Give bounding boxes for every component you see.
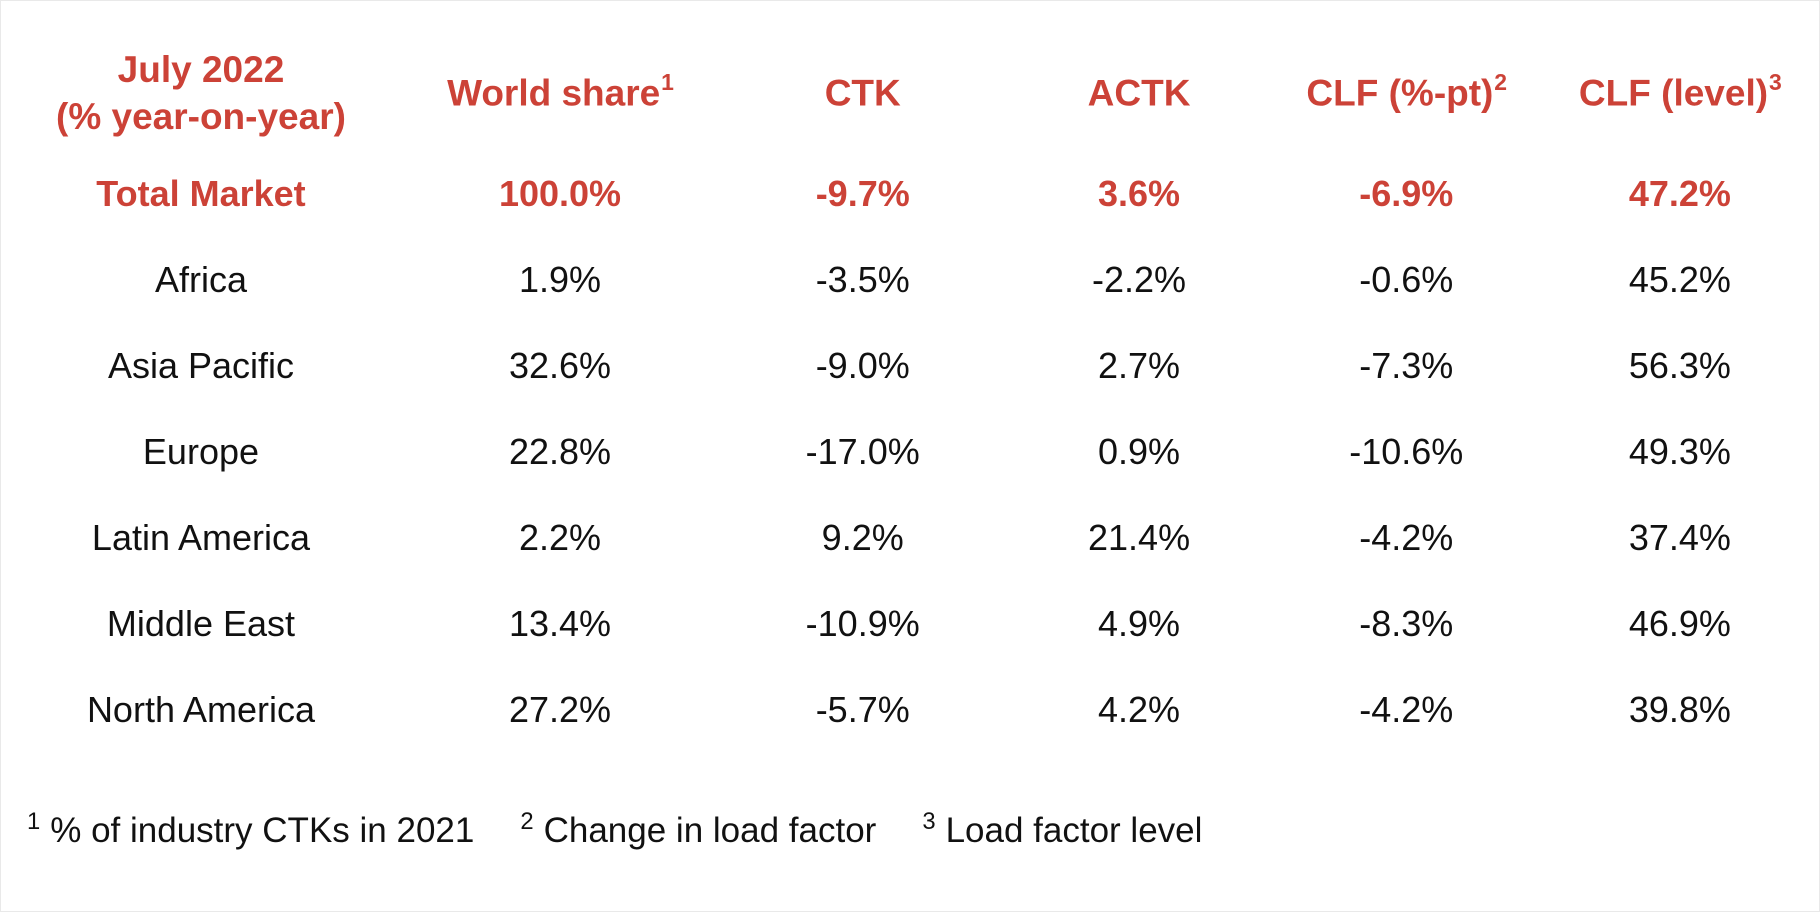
clf-pt-value: -4.2% (1359, 689, 1454, 730)
actk-value: 0.9% (1098, 431, 1181, 472)
actk-value: 4.9% (1098, 603, 1181, 644)
clf-pt-value: -10.6% (1349, 431, 1464, 472)
region-label: Asia Pacific (107, 345, 295, 386)
column-header-clf-pt: CLF (%-pt)2 (1306, 69, 1508, 114)
actk-value: 4.2% (1098, 689, 1181, 730)
world-share-footnote-marker: 1 (661, 69, 674, 96)
actk-value: 21.4% (1088, 517, 1191, 558)
column-header-actk: ACTK (1087, 72, 1191, 114)
clf-level-value: 56.3% (1628, 345, 1731, 386)
clf-level-value: 46.9% (1628, 603, 1731, 644)
table-row-north-america: North America 27.2% -5.7% 4.2% -4.2% 39.… (1, 667, 1819, 753)
ctk-value: -5.7% (815, 689, 910, 730)
region-label: Latin America (91, 517, 311, 558)
clf-level-value: 47.2% (1628, 173, 1731, 214)
clf-pt-footnote-marker: 2 (1494, 69, 1508, 96)
world-share-value: 1.9% (518, 259, 602, 300)
region-label: Europe (142, 431, 260, 472)
footnotes: 1 % of industry CTKs in 2021 2 Change in… (1, 807, 1819, 851)
actk-value: -2.2% (1092, 259, 1187, 300)
clf-pt-value: -6.9% (1359, 173, 1454, 214)
table-header-row: July 2022 (% year-on-year) World share1 … (1, 35, 1819, 151)
ctk-value: -10.9% (805, 603, 920, 644)
table-row-europe: Europe 22.8% -17.0% 0.9% -10.6% 49.3% (1, 409, 1819, 495)
table-row-latin-america: Latin America 2.2% 9.2% 21.4% -4.2% 37.4… (1, 495, 1819, 581)
region-label: Africa (154, 259, 247, 300)
table-row-total-market: Total Market 100.0% -9.7% 3.6% -6.9% 47.… (1, 151, 1819, 237)
world-share-value: 2.2% (518, 517, 602, 558)
world-share-value: 27.2% (508, 689, 612, 730)
footnote-text-2: Change in load factor (543, 811, 877, 850)
clf-pt-value: -7.3% (1359, 345, 1454, 386)
clf-pt-value: -4.2% (1359, 517, 1454, 558)
ctk-value: -3.5% (815, 259, 910, 300)
column-header-clf-level: CLF (level)3 (1578, 69, 1782, 114)
footnote-clf-pt: 2 Change in load factor (520, 807, 877, 851)
table-title-line1: July 2022 (117, 48, 285, 90)
ctk-value: 9.2% (821, 517, 904, 558)
ctk-value: -17.0% (805, 431, 920, 472)
world-share-value: 22.8% (508, 431, 612, 472)
footnote-text-3: Load factor level (945, 811, 1203, 850)
ctk-value: -9.7% (815, 173, 910, 214)
table-row-asia-pacific: Asia Pacific 32.6% -9.0% 2.7% -7.3% 56.3… (1, 323, 1819, 409)
footnote-marker-3: 3 (922, 807, 936, 835)
actk-value: 3.6% (1098, 173, 1181, 214)
world-share-value: 13.4% (508, 603, 612, 644)
actk-value: 2.7% (1098, 345, 1181, 386)
table-row-africa: Africa 1.9% -3.5% -2.2% -0.6% 45.2% (1, 237, 1819, 323)
table-row-middle-east: Middle East 13.4% -10.9% 4.9% -8.3% 46.9… (1, 581, 1819, 667)
clf-level-value: 49.3% (1628, 431, 1731, 472)
world-share-value: 32.6% (508, 345, 612, 386)
footnote-world-share: 1 % of industry CTKs in 2021 (27, 807, 475, 851)
table-title-line2: (% year-on-year) (56, 96, 346, 137)
clf-level-value: 39.8% (1628, 689, 1731, 730)
column-header-world-share: World share1 (447, 69, 674, 114)
footnote-marker-2: 2 (520, 807, 534, 835)
ctk-value: -9.0% (815, 345, 910, 386)
region-label: North America (86, 689, 316, 730)
clf-level-value: 37.4% (1628, 517, 1731, 558)
column-header-ctk: CTK (824, 72, 901, 114)
table-title: July 2022 (% year-on-year) (1, 46, 401, 141)
footnote-clf-level: 3 Load factor level (922, 807, 1203, 851)
clf-pt-value: -8.3% (1359, 603, 1454, 644)
footnote-text-1: % of industry CTKs in 2021 (50, 811, 475, 850)
region-label: Middle East (106, 603, 296, 644)
clf-pt-value: -0.6% (1359, 259, 1454, 300)
region-label: Total Market (96, 173, 306, 214)
clf-level-footnote-marker: 3 (1768, 69, 1782, 96)
world-share-value: 100.0% (498, 173, 622, 214)
clf-level-value: 45.2% (1628, 259, 1731, 300)
footnote-marker-1: 1 (27, 807, 41, 835)
